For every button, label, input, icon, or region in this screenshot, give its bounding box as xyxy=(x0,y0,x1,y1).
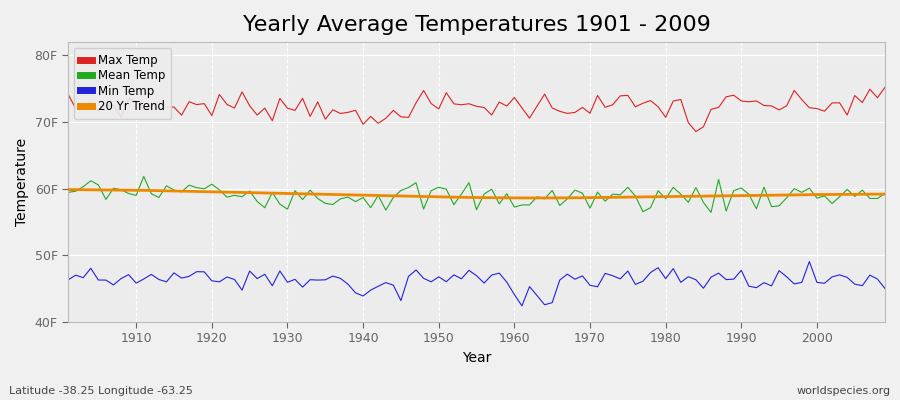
Min Temp xyxy=(509,292,520,297)
Min Temp xyxy=(335,276,346,281)
X-axis label: Year: Year xyxy=(462,351,491,365)
20 Yr Trend xyxy=(123,188,134,193)
Mean Temp xyxy=(608,192,618,196)
Min Temp xyxy=(608,273,618,278)
Line: 20 Yr Trend: 20 Yr Trend xyxy=(68,190,885,198)
Legend: Max Temp, Mean Temp, Min Temp, 20 Yr Trend: Max Temp, Mean Temp, Min Temp, 20 Yr Tre… xyxy=(74,48,171,119)
Mean Temp xyxy=(509,205,520,210)
Text: worldspecies.org: worldspecies.org xyxy=(796,386,891,396)
Mean Temp xyxy=(297,197,308,202)
Text: Latitude -38.25 Longitude -63.25: Latitude -38.25 Longitude -63.25 xyxy=(9,386,193,396)
Min Temp xyxy=(804,259,814,264)
20 Yr Trend xyxy=(63,187,74,192)
Mean Temp xyxy=(123,191,134,196)
20 Yr Trend xyxy=(335,192,346,197)
20 Yr Trend xyxy=(879,192,890,196)
Line: Max Temp: Max Temp xyxy=(68,87,885,132)
Max Temp xyxy=(335,111,346,116)
Min Temp xyxy=(501,280,512,284)
Y-axis label: Temperature: Temperature xyxy=(15,138,29,226)
Line: Min Temp: Min Temp xyxy=(68,262,885,306)
20 Yr Trend xyxy=(509,196,520,200)
Mean Temp xyxy=(139,174,149,179)
Max Temp xyxy=(290,108,301,113)
20 Yr Trend xyxy=(532,196,543,200)
Max Temp xyxy=(690,129,701,134)
20 Yr Trend xyxy=(608,195,618,200)
Min Temp xyxy=(879,286,890,291)
Title: Yearly Average Temperatures 1901 - 2009: Yearly Average Temperatures 1901 - 2009 xyxy=(243,15,710,35)
Mean Temp xyxy=(706,210,716,215)
Mean Temp xyxy=(343,195,354,200)
20 Yr Trend xyxy=(290,191,301,196)
Mean Temp xyxy=(517,202,527,207)
Max Temp xyxy=(63,92,74,96)
Line: Mean Temp: Mean Temp xyxy=(68,176,885,212)
Min Temp xyxy=(123,272,134,277)
Min Temp xyxy=(517,304,527,308)
Min Temp xyxy=(290,277,301,282)
Mean Temp xyxy=(63,190,74,195)
Max Temp xyxy=(879,85,890,90)
20 Yr Trend xyxy=(501,196,512,200)
Max Temp xyxy=(509,95,520,100)
Max Temp xyxy=(123,96,134,101)
Max Temp xyxy=(501,104,512,108)
Min Temp xyxy=(63,278,74,282)
Max Temp xyxy=(599,105,610,110)
Mean Temp xyxy=(879,191,890,196)
